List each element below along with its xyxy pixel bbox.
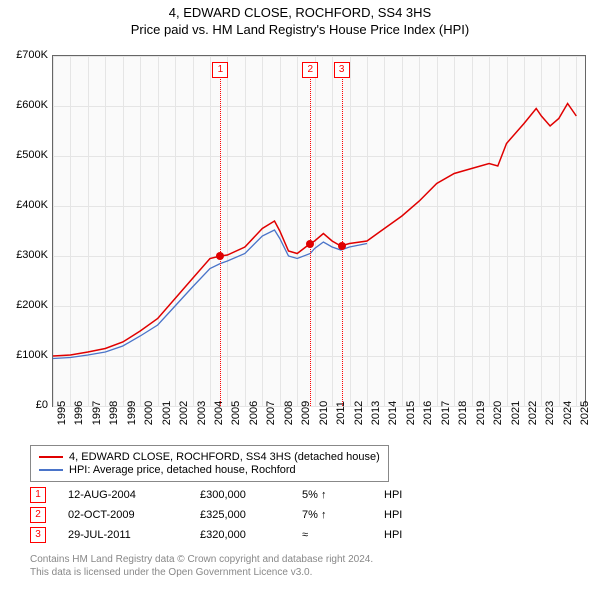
sale-marker-3: 3 (334, 62, 350, 78)
legend: 4, EDWARD CLOSE, ROCHFORD, SS4 3HS (deta… (30, 445, 389, 482)
sale-row-marker: 1 (30, 487, 46, 503)
sale-point (216, 252, 224, 260)
sale-hpi-label: HPI (384, 489, 424, 501)
sale-row-marker: 2 (30, 507, 46, 523)
sale-price: £325,000 (200, 509, 280, 521)
y-tick-label: £700K (0, 49, 48, 61)
legend-item: 4, EDWARD CLOSE, ROCHFORD, SS4 3HS (deta… (39, 451, 380, 463)
series-hpi (53, 230, 367, 359)
y-tick-label: £600K (0, 99, 48, 111)
sale-row: 1 12-AUG-2004 £300,000 5% ↑ HPI (30, 485, 424, 505)
sale-marker-1: 1 (212, 62, 228, 78)
sale-row: 3 29-JUL-2011 £320,000 ≈ HPI (30, 525, 424, 545)
footer-line: Contains HM Land Registry data © Crown c… (30, 553, 373, 566)
footer-line: This data is licensed under the Open Gov… (30, 566, 373, 579)
sale-hpi-label: HPI (384, 509, 424, 521)
series-property (53, 104, 576, 357)
y-tick-label: £0 (0, 399, 48, 411)
sale-hpi-label: HPI (384, 529, 424, 541)
chart-plot-area: 1 23 (52, 55, 586, 407)
sale-date: 12-AUG-2004 (68, 489, 178, 501)
legend-item: HPI: Average price, detached house, Roch… (39, 464, 380, 476)
sale-marker-2: 2 (302, 62, 318, 78)
y-tick-label: £100K (0, 349, 48, 361)
license-footer: Contains HM Land Registry data © Crown c… (30, 553, 373, 579)
chart-title: 4, EDWARD CLOSE, ROCHFORD, SS4 3HS (0, 5, 600, 20)
sale-vline (342, 76, 343, 406)
sale-pct: ≈ (302, 529, 362, 541)
y-tick-label: £200K (0, 299, 48, 311)
sale-point (306, 240, 314, 248)
sale-row-marker: 3 (30, 527, 46, 543)
y-tick-label: £400K (0, 199, 48, 211)
sale-pct: 5% ↑ (302, 489, 362, 501)
sale-row: 2 02-OCT-2009 £325,000 7% ↑ HPI (30, 505, 424, 525)
sale-vline (220, 76, 221, 406)
sale-price: £320,000 (200, 529, 280, 541)
sale-date: 02-OCT-2009 (68, 509, 178, 521)
sale-price: £300,000 (200, 489, 280, 501)
legend-label: 4, EDWARD CLOSE, ROCHFORD, SS4 3HS (deta… (69, 451, 380, 463)
sale-date: 29-JUL-2011 (68, 529, 178, 541)
chart-subtitle: Price paid vs. HM Land Registry's House … (0, 22, 600, 37)
legend-swatch (39, 456, 63, 458)
y-tick-label: £300K (0, 249, 48, 261)
sales-table: 1 12-AUG-2004 £300,000 5% ↑ HPI 2 02-OCT-2009 £… (30, 485, 424, 545)
legend-label: HPI: Average price, detached house, Roch… (69, 464, 296, 476)
legend-swatch (39, 469, 63, 471)
sale-pct: 7% ↑ (302, 509, 362, 521)
y-tick-label: £500K (0, 149, 48, 161)
sale-point (338, 242, 346, 250)
